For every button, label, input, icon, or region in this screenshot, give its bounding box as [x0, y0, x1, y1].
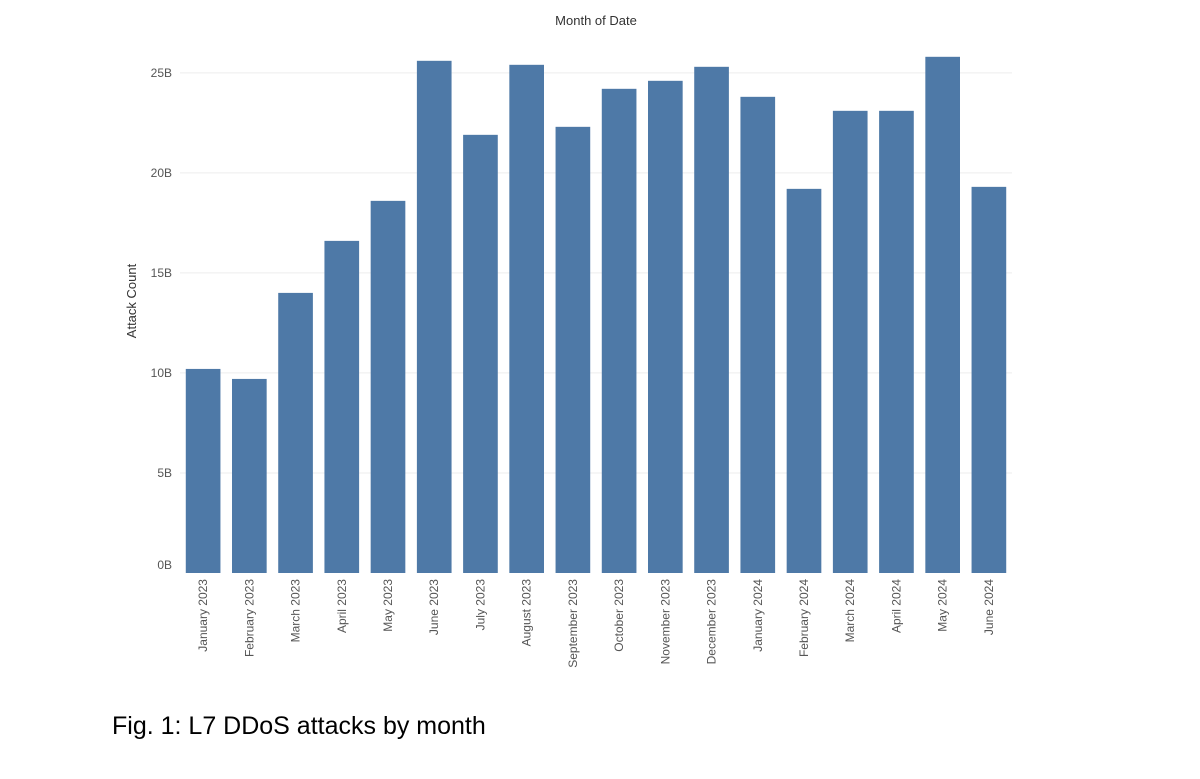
y-tick-label: 0B — [157, 558, 172, 572]
y-tick-label: 5B — [157, 466, 172, 480]
chart-header-label: Month of Date — [555, 13, 637, 28]
y-tick-label: 15B — [151, 266, 172, 280]
x-category-label: January 2024 — [751, 579, 765, 652]
x-category-label: May 2024 — [936, 579, 950, 632]
x-category-label: June 2024 — [982, 579, 996, 635]
x-category-label: June 2023 — [427, 579, 441, 635]
y-axis-title: Attack Count — [124, 263, 139, 338]
bar — [232, 378, 267, 573]
x-category-label: March 2024 — [843, 579, 857, 643]
bar — [324, 240, 360, 574]
bar — [509, 64, 544, 573]
bars — [185, 56, 1007, 574]
x-category-label: May 2023 — [381, 579, 395, 632]
bar — [185, 368, 221, 573]
bar — [648, 80, 683, 573]
gridlines — [180, 72, 1012, 474]
x-category-label: October 2023 — [612, 579, 626, 652]
x-category-label: April 2024 — [889, 579, 903, 633]
y-axis-ticks: 0B 5B 10B 15B 20B 25B — [151, 66, 172, 572]
x-category-label: November 2023 — [658, 579, 672, 665]
bar — [925, 56, 960, 573]
bar — [416, 60, 452, 574]
y-tick-label: 10B — [151, 366, 172, 380]
bar — [879, 110, 914, 573]
bar — [370, 200, 406, 573]
x-category-label: September 2023 — [566, 579, 580, 668]
bar — [601, 88, 637, 573]
bar — [971, 186, 1007, 573]
bar — [832, 110, 868, 573]
bar — [786, 188, 822, 573]
x-category-label: July 2023 — [473, 579, 487, 631]
x-category-label: January 2023 — [196, 579, 210, 652]
bar — [694, 66, 729, 573]
bar — [463, 134, 498, 574]
y-tick-label: 25B — [151, 66, 172, 80]
x-category-label: April 2023 — [335, 579, 349, 633]
x-category-label: March 2023 — [289, 579, 303, 643]
x-category-label: February 2023 — [242, 579, 256, 657]
x-axis-category-labels: January 2023 February 2023 March 2023 April… — [196, 579, 996, 668]
x-category-label: December 2023 — [705, 579, 719, 665]
bar — [278, 292, 313, 573]
bar — [740, 96, 776, 573]
y-tick-label: 20B — [151, 166, 172, 180]
x-category-label: February 2024 — [797, 579, 811, 657]
figure-caption: Fig. 1: L7 DDoS attacks by month — [112, 712, 486, 740]
x-category-label: August 2023 — [520, 579, 534, 647]
bar-chart: Month of Date Attack Count 0B 5B 10B 15B 20B… — [124, 13, 1012, 668]
bar — [555, 126, 591, 574]
